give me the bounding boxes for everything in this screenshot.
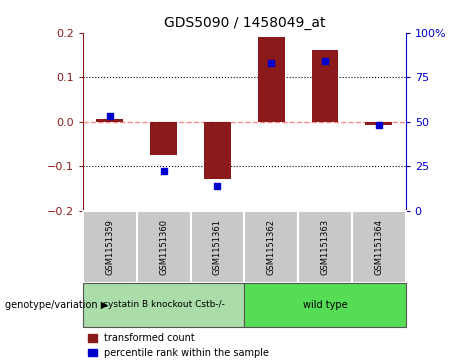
Bar [204,122,231,179]
Point [375,122,383,128]
Bar [352,211,406,283]
Bar [258,37,284,122]
Bar [96,119,123,122]
Point [267,60,275,66]
Text: GSM1151360: GSM1151360 [159,219,168,275]
Bar [150,122,177,155]
Text: cystatin B knockout Cstb-/-: cystatin B knockout Cstb-/- [103,301,225,309]
Bar [298,211,352,283]
Bar [312,50,338,122]
Text: GSM1151361: GSM1151361 [213,219,222,275]
Text: GSM1151362: GSM1151362 [267,219,276,275]
Bar [137,211,190,283]
Bar [365,122,392,125]
Point [321,58,329,64]
Point [214,183,221,188]
Title: GDS5090 / 1458049_at: GDS5090 / 1458049_at [164,16,325,30]
Point [160,168,167,174]
Text: GSM1151359: GSM1151359 [106,219,114,275]
Legend: transformed count, percentile rank within the sample: transformed count, percentile rank withi… [88,333,269,358]
Text: GSM1151363: GSM1151363 [320,219,330,275]
Text: genotype/variation ▶: genotype/variation ▶ [5,300,108,310]
Text: wild type: wild type [303,300,347,310]
Bar [244,211,298,283]
Bar [190,211,244,283]
Bar [83,283,244,327]
Bar [83,211,137,283]
Text: GSM1151364: GSM1151364 [374,219,383,275]
Bar [244,283,406,327]
Point [106,113,113,119]
